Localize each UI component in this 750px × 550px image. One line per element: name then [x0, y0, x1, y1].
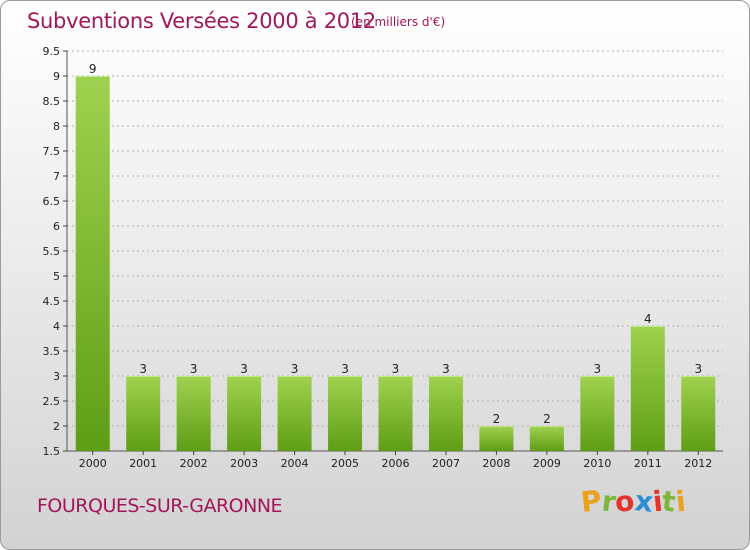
bar-2000 — [75, 76, 110, 451]
chart-subtitle: (en milliers d'€) — [351, 15, 446, 29]
y-tick-label: 4.5 — [43, 295, 61, 308]
bar-value-label: 3 — [190, 362, 198, 376]
bar-2011 — [630, 326, 665, 451]
x-tick-label: 2007 — [432, 457, 460, 470]
x-tick-label: 2010 — [583, 457, 611, 470]
x-tick-label: 2002 — [180, 457, 208, 470]
bar-value-label: 2 — [493, 412, 501, 426]
x-tick-label: 2004 — [281, 457, 309, 470]
bar-value-label: 3 — [442, 362, 450, 376]
bar-2008 — [479, 426, 514, 451]
x-tick-label: 2009 — [533, 457, 561, 470]
bar-2003 — [227, 376, 262, 451]
x-tick-label: 2006 — [382, 457, 410, 470]
bar-2009 — [529, 426, 564, 451]
bar-value-label: 3 — [139, 362, 147, 376]
x-tick-label: 2005 — [331, 457, 359, 470]
commune-name: FOURQUES-SUR-GARONNE — [37, 495, 283, 517]
y-tick-label: 2.5 — [43, 395, 61, 408]
bar-value-label: 3 — [240, 362, 248, 376]
logo-letter: i — [673, 484, 687, 519]
y-tick-label: 6 — [53, 220, 60, 233]
x-tick-label: 2001 — [129, 457, 157, 470]
bar-2010 — [580, 376, 615, 451]
proxiti-logo[interactable]: Proxiti — [579, 484, 687, 519]
y-tick-label: 3.5 — [43, 345, 61, 358]
bar-2002 — [176, 376, 211, 451]
y-tick-label: 5.5 — [43, 245, 61, 258]
bar-value-label: 3 — [341, 362, 349, 376]
y-tick-label: 1.5 — [43, 445, 61, 458]
y-tick-label: 9.5 — [43, 45, 61, 58]
bar-2012 — [681, 376, 716, 451]
bar-value-label: 2 — [543, 412, 551, 426]
bar-value-label: 3 — [594, 362, 602, 376]
bar-value-label: 9 — [89, 62, 97, 76]
x-tick-label: 2000 — [79, 457, 107, 470]
y-tick-label: 8 — [53, 120, 60, 133]
bar-value-label: 3 — [694, 362, 702, 376]
bar-2007 — [428, 376, 463, 451]
x-tick-label: 2012 — [684, 457, 712, 470]
bar-2006 — [378, 376, 413, 451]
x-tick-label: 2003 — [230, 457, 258, 470]
y-tick-label: 6.5 — [43, 195, 61, 208]
bar-2005 — [328, 376, 363, 451]
x-tick-label: 2008 — [482, 457, 510, 470]
y-tick-label: 4 — [53, 320, 60, 333]
bar-value-label: 3 — [392, 362, 400, 376]
y-tick-label: 9 — [53, 70, 60, 83]
y-tick-label: 8.5 — [43, 95, 61, 108]
chart-title: Subventions Versées 2000 à 2012 — [27, 9, 376, 33]
y-tick-label: 3 — [53, 370, 60, 383]
bar-2001 — [126, 376, 161, 451]
y-tick-label: 7.5 — [43, 145, 61, 158]
y-tick-label: 7 — [53, 170, 60, 183]
y-tick-label: 2 — [53, 420, 60, 433]
y-tick-label: 5 — [53, 270, 60, 283]
x-tick-label: 2011 — [634, 457, 662, 470]
bar-value-label: 4 — [644, 312, 652, 326]
bar-value-label: 3 — [291, 362, 299, 376]
bar-2004 — [277, 376, 312, 451]
